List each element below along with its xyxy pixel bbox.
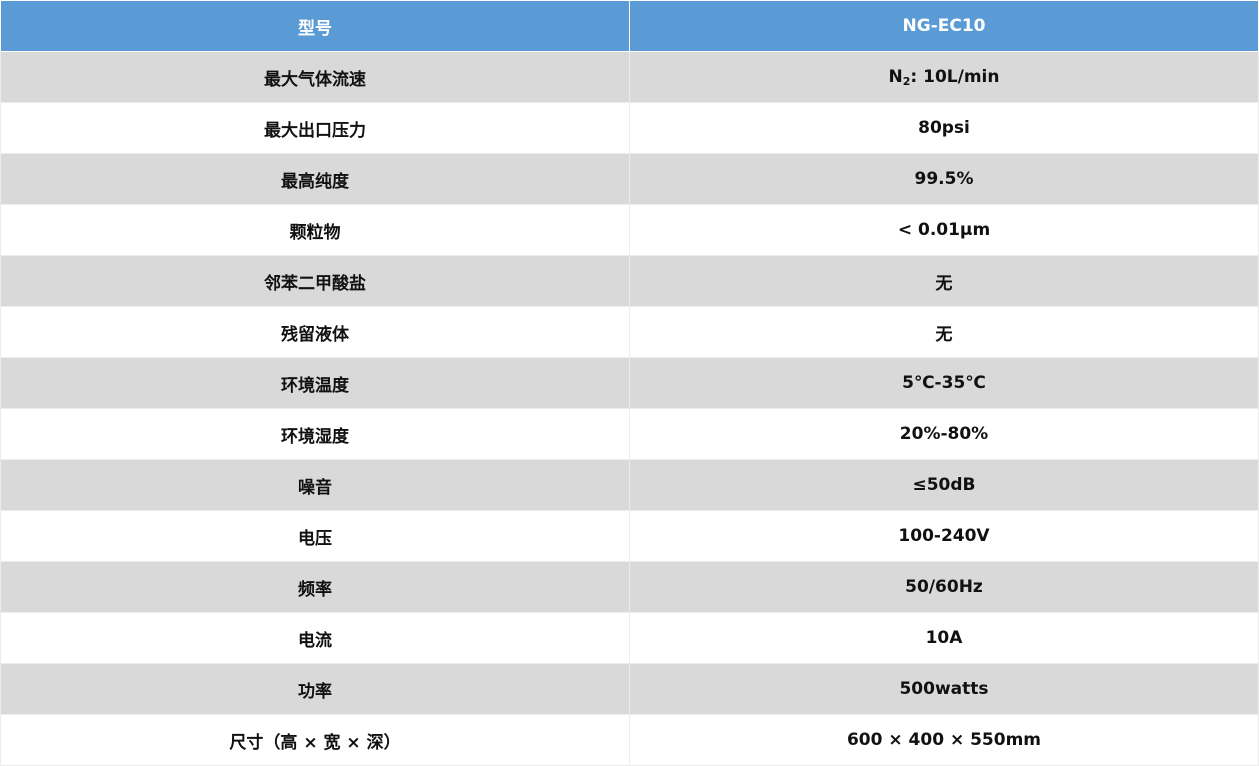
row-value: 80psi bbox=[629, 102, 1259, 154]
value-subscript: 2 bbox=[902, 74, 911, 88]
row-value: ≤50dB bbox=[629, 459, 1259, 511]
table-row: 环境湿度 20%-80% bbox=[0, 408, 1259, 460]
table-row: 频率 50/60Hz bbox=[0, 561, 1259, 613]
row-label: 最高纯度 bbox=[0, 153, 630, 205]
row-label: 环境湿度 bbox=[0, 408, 630, 460]
row-value: N2: 10L/min bbox=[629, 51, 1259, 103]
row-value: 50/60Hz bbox=[629, 561, 1259, 613]
table-row: 电流 10A bbox=[0, 612, 1259, 664]
row-label: 最大气体流速 bbox=[0, 51, 630, 103]
header-model: NG-EC10 bbox=[629, 0, 1259, 52]
table-header: 型号 NG-EC10 bbox=[0, 0, 1259, 52]
table-row: 颗粒物 < 0.01μm bbox=[0, 204, 1259, 256]
value-rest: : 10L/min bbox=[910, 66, 1000, 87]
table-row: 最大气体流速 N2: 10L/min bbox=[0, 51, 1259, 103]
table-row: 最高纯度 99.5% bbox=[0, 153, 1259, 205]
row-label: 最大出口压力 bbox=[0, 102, 630, 154]
row-label: 邻苯二甲酸盐 bbox=[0, 255, 630, 307]
value-main: N bbox=[888, 66, 903, 87]
table-row: 邻苯二甲酸盐无 bbox=[0, 255, 1259, 307]
row-value: < 0.01μm bbox=[629, 204, 1259, 256]
row-label: 电流 bbox=[0, 612, 630, 664]
table-row: 功率 500watts bbox=[0, 663, 1259, 715]
table-row: 残留液体无 bbox=[0, 306, 1259, 358]
row-label: 功率 bbox=[0, 663, 630, 715]
table-row: 噪音 ≤50dB bbox=[0, 459, 1259, 511]
row-value: 500watts bbox=[629, 663, 1259, 715]
row-value: 20%-80% bbox=[629, 408, 1259, 460]
row-label: 噪音 bbox=[0, 459, 630, 511]
table-row: 尺寸（高 × 宽 × 深） 600 × 400 × 550mm bbox=[0, 714, 1259, 766]
row-label: 环境温度 bbox=[0, 357, 630, 409]
table-row: 环境温度 5℃-35℃ bbox=[0, 357, 1259, 409]
row-label: 电压 bbox=[0, 510, 630, 562]
table-row: 最大出口压力 80psi bbox=[0, 102, 1259, 154]
row-value: 99.5% bbox=[629, 153, 1259, 205]
row-value: 10A bbox=[629, 612, 1259, 664]
header-label: 型号 bbox=[0, 0, 630, 52]
row-label: 残留液体 bbox=[0, 306, 630, 358]
row-value: 无 bbox=[629, 306, 1259, 358]
row-label: 频率 bbox=[0, 561, 630, 613]
row-value: 无 bbox=[629, 255, 1259, 307]
row-label: 颗粒物 bbox=[0, 204, 630, 256]
row-value: 5℃-35℃ bbox=[629, 357, 1259, 409]
row-value: 100-240V bbox=[629, 510, 1259, 562]
row-value: 600 × 400 × 550mm bbox=[629, 714, 1259, 766]
table-row: 电压 100-240V bbox=[0, 510, 1259, 562]
row-label: 尺寸（高 × 宽 × 深） bbox=[0, 714, 630, 766]
